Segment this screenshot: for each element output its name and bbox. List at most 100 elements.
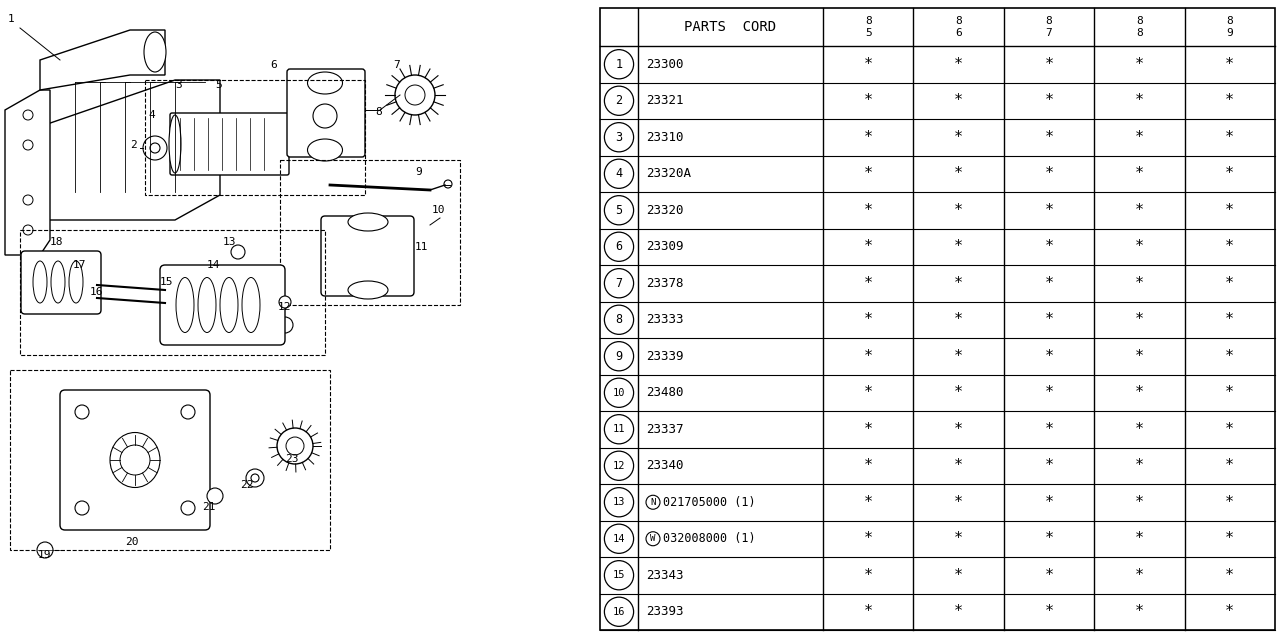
Text: 7: 7 (616, 276, 622, 290)
Circle shape (314, 104, 337, 128)
Circle shape (604, 269, 634, 298)
Text: *: * (954, 239, 963, 254)
Circle shape (604, 50, 634, 79)
Text: 8
9: 8 9 (1226, 16, 1233, 38)
Ellipse shape (177, 278, 195, 333)
Text: 8
6: 8 6 (955, 16, 963, 38)
Text: *: * (954, 349, 963, 364)
Bar (20, 230, 325, 355)
Circle shape (604, 488, 634, 517)
Text: 021705000 (1): 021705000 (1) (663, 496, 755, 509)
Text: *: * (1044, 312, 1053, 327)
Text: N: N (650, 498, 655, 507)
Text: 11: 11 (613, 424, 625, 435)
Text: *: * (864, 568, 873, 583)
Text: *: * (954, 312, 963, 327)
Text: 8: 8 (375, 107, 381, 117)
Circle shape (444, 180, 452, 188)
Text: 17: 17 (73, 260, 87, 270)
Text: *: * (1135, 276, 1144, 291)
Text: PARTS  CORD: PARTS CORD (685, 20, 777, 34)
Text: 16: 16 (90, 287, 104, 297)
Text: *: * (864, 531, 873, 547)
FancyBboxPatch shape (287, 69, 365, 157)
Text: *: * (954, 604, 963, 620)
Circle shape (180, 405, 195, 419)
Text: 9: 9 (415, 167, 421, 177)
Text: *: * (954, 57, 963, 72)
Circle shape (604, 415, 634, 444)
Ellipse shape (169, 115, 180, 173)
Text: *: * (864, 495, 873, 509)
Text: *: * (954, 568, 963, 583)
Text: 14: 14 (613, 534, 625, 544)
Circle shape (37, 542, 52, 558)
Text: 6: 6 (616, 240, 622, 253)
Circle shape (76, 405, 90, 419)
Circle shape (604, 524, 634, 554)
Text: 23320A: 23320A (646, 167, 691, 180)
Text: *: * (1225, 385, 1234, 400)
Circle shape (207, 488, 223, 504)
Text: 4: 4 (616, 167, 622, 180)
Text: 8
7: 8 7 (1046, 16, 1052, 38)
Polygon shape (5, 90, 50, 255)
Text: *: * (1135, 57, 1144, 72)
Text: 3: 3 (616, 131, 622, 144)
FancyBboxPatch shape (60, 390, 210, 530)
Text: *: * (864, 239, 873, 254)
Circle shape (396, 75, 435, 115)
Bar (10, 370, 330, 550)
Text: *: * (1225, 312, 1234, 327)
Text: 12: 12 (278, 302, 292, 312)
FancyBboxPatch shape (20, 251, 101, 314)
Text: 1: 1 (8, 14, 15, 24)
Circle shape (604, 232, 634, 261)
Text: *: * (864, 422, 873, 436)
Text: 14: 14 (207, 260, 220, 270)
Circle shape (23, 225, 33, 235)
Text: *: * (1044, 458, 1053, 473)
Text: 23393: 23393 (646, 605, 684, 618)
Bar (280, 160, 460, 305)
Circle shape (646, 532, 660, 546)
Polygon shape (29, 80, 220, 220)
FancyBboxPatch shape (170, 113, 289, 175)
Text: *: * (1135, 422, 1144, 436)
Text: 23340: 23340 (646, 460, 684, 472)
Text: *: * (864, 312, 873, 327)
Text: 13: 13 (223, 237, 237, 247)
Text: 032008000 (1): 032008000 (1) (663, 532, 755, 545)
Ellipse shape (33, 261, 47, 303)
Text: 23343: 23343 (646, 569, 684, 582)
Text: *: * (1225, 239, 1234, 254)
Circle shape (604, 561, 634, 590)
Text: *: * (864, 349, 873, 364)
Polygon shape (40, 30, 165, 90)
Text: W: W (650, 534, 655, 543)
Ellipse shape (143, 32, 166, 72)
Text: *: * (864, 130, 873, 145)
Circle shape (276, 428, 314, 464)
Text: *: * (954, 495, 963, 509)
Bar (600, 8, 1275, 630)
Text: *: * (1044, 166, 1053, 181)
Circle shape (604, 196, 634, 225)
Text: *: * (1135, 239, 1144, 254)
Circle shape (230, 245, 244, 259)
Circle shape (76, 501, 90, 515)
Text: 15: 15 (160, 277, 174, 287)
Text: 10: 10 (433, 205, 445, 215)
Text: *: * (1225, 166, 1234, 181)
Text: *: * (1225, 57, 1234, 72)
Text: 21: 21 (202, 502, 215, 512)
Text: 19: 19 (38, 550, 51, 560)
FancyBboxPatch shape (160, 265, 285, 345)
Text: *: * (1225, 349, 1234, 364)
Circle shape (150, 143, 160, 153)
Text: 3: 3 (175, 80, 182, 90)
Text: *: * (1044, 239, 1053, 254)
Text: 12: 12 (613, 461, 625, 471)
Text: 23310: 23310 (646, 131, 684, 144)
Text: *: * (1044, 495, 1053, 509)
